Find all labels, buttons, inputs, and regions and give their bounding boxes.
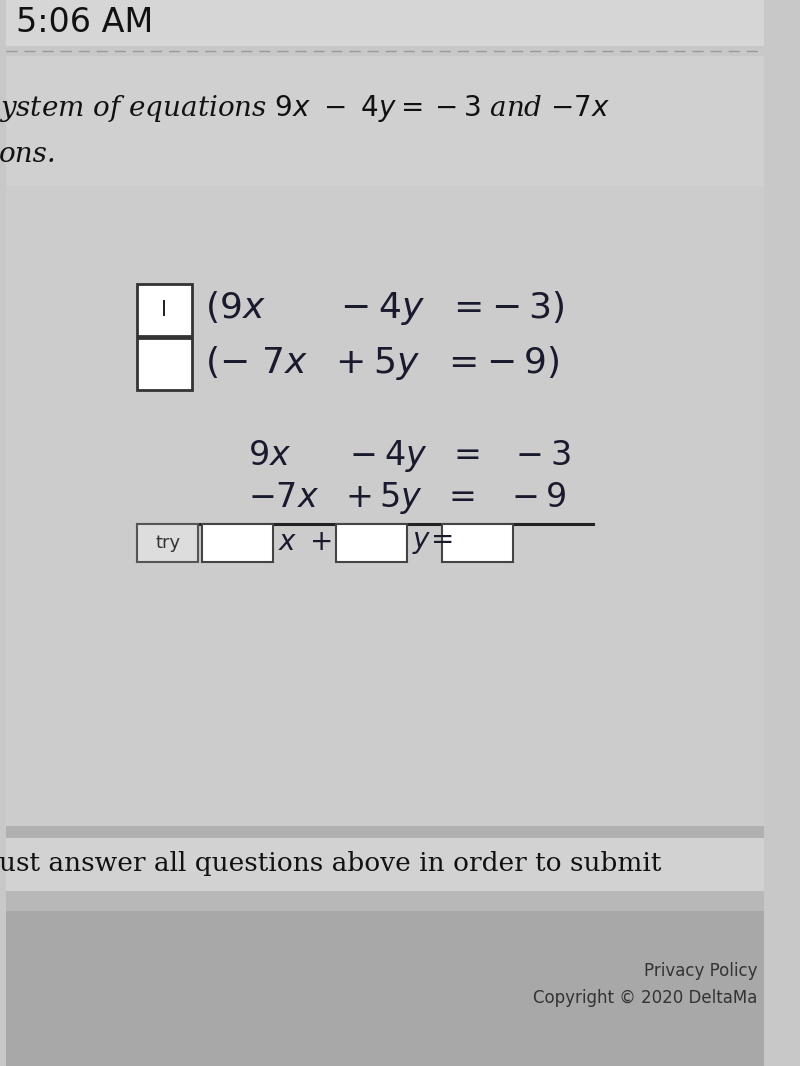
Text: ust answer all questions above in order to submit: ust answer all questions above in order … (0, 852, 661, 876)
Bar (137, 524, 198, 562)
Text: $x\ +$: $x\ +$ (278, 530, 332, 556)
Bar (6, 911, 764, 1066)
Bar (442, 524, 513, 562)
Text: 5:06 AM: 5:06 AM (16, 6, 153, 39)
Text: try: try (155, 534, 180, 552)
Text: ystem of equations $9x\ -\ 4y = -3$ and $-7x$: ystem of equations $9x\ -\ 4y = -3$ and … (0, 93, 610, 124)
Text: $9x\quad\ \ -4y\ \ =\ \ -3$: $9x\quad\ \ -4y\ \ =\ \ -3$ (248, 438, 570, 474)
Text: $(9x\quad\quad -4y\ \ =\!-3)$: $(9x\quad\quad -4y\ \ =\!-3)$ (205, 289, 565, 327)
Bar (6, 826, 764, 838)
Bar (6, 836, 764, 891)
Text: Privacy Policy: Privacy Policy (644, 962, 757, 980)
Text: $-7x\ \ +5y\ \ =\ \ -9$: $-7x\ \ +5y\ \ =\ \ -9$ (248, 480, 566, 516)
Bar (202, 524, 274, 562)
Text: $y\!=\!$: $y\!=\!$ (411, 530, 452, 556)
Bar (6, 0, 764, 46)
Text: ons.: ons. (0, 141, 56, 167)
Bar (137, 284, 192, 336)
Bar (336, 524, 406, 562)
Text: $(-\ 7x\ \ +5y\ \ =\!-9)$: $(-\ 7x\ \ +5y\ \ =\!-9)$ (205, 344, 560, 382)
Bar (6, 891, 764, 911)
Text: I: I (162, 300, 167, 320)
Text: Copyright © 2020 DeltaMa: Copyright © 2020 DeltaMa (533, 989, 757, 1007)
Bar (137, 338, 192, 390)
Bar (6, 56, 764, 185)
Bar (6, 185, 764, 826)
